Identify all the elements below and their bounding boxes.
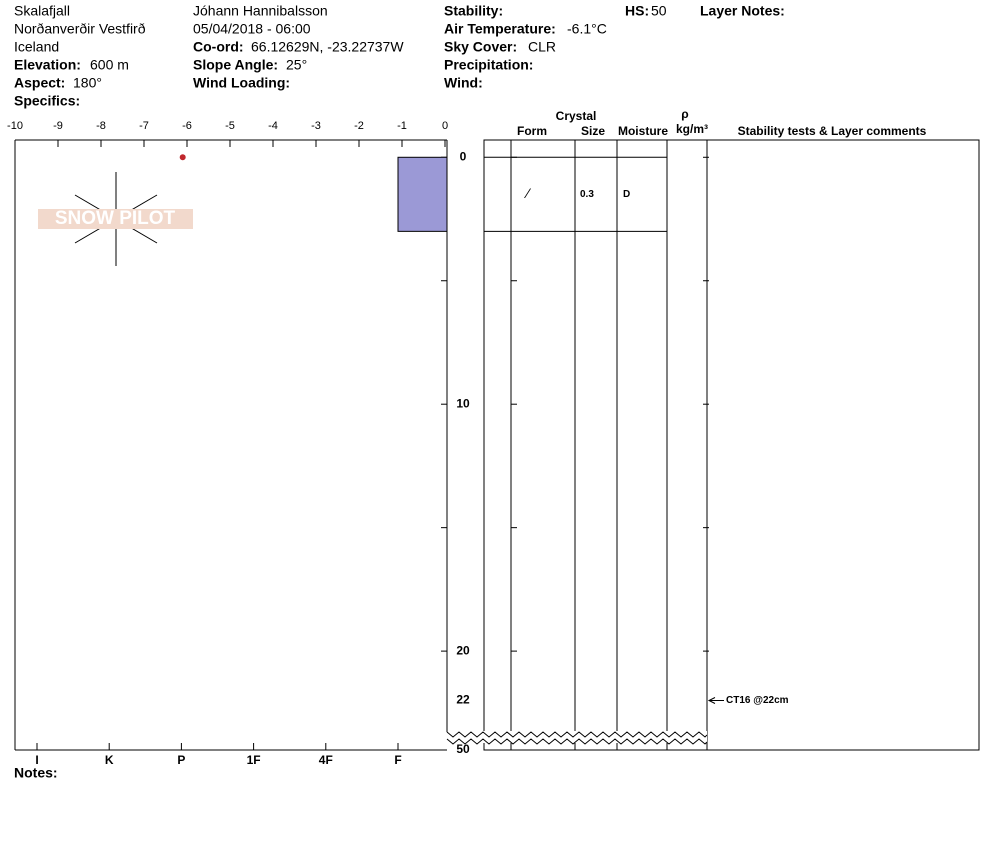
break-line: [446, 738, 708, 745]
air-temp: -6.1°C: [567, 21, 607, 37]
label: Co-ord:: [193, 39, 244, 55]
label: Layer Notes:: [700, 3, 785, 19]
x-tick-label: -4: [268, 120, 278, 132]
label: Stability:: [444, 3, 503, 19]
grain-size: 0.3: [580, 189, 594, 200]
coord: 66.12629N, -23.22737W: [251, 39, 404, 55]
test-depth: 22: [456, 693, 470, 707]
x-tick-label: -2: [354, 120, 364, 132]
break-bg: [448, 731, 707, 743]
col-header: Moisture: [618, 124, 668, 138]
col-header: ρ: [681, 107, 688, 121]
logo-band: [38, 209, 193, 229]
hardness-label: P: [177, 753, 185, 767]
x-tick-label: -7: [139, 120, 149, 132]
grain-form: ⁄: [524, 185, 532, 201]
label: Elevation:: [14, 57, 81, 73]
hardness-label: K: [105, 753, 114, 767]
label: Precipitation:: [444, 57, 533, 73]
label: Air Temperature:: [444, 21, 556, 37]
x-tick-label: -1: [397, 120, 407, 132]
x-tick-label: -8: [96, 120, 106, 132]
hardness-label: 1F: [247, 753, 261, 767]
x-tick-label: -9: [53, 120, 63, 132]
logo-text: SNOW PILOT: [55, 208, 176, 229]
test-arrowhead: [707, 697, 716, 704]
x-tick-label: -5: [225, 120, 235, 132]
location: Skalafjall: [14, 3, 70, 19]
hs: 50: [651, 3, 667, 19]
col-header: kg/m³: [676, 122, 708, 136]
label: Specifics:: [14, 93, 80, 109]
label: Aspect:: [14, 75, 65, 91]
layer-bar: [397, 156, 448, 232]
hardness-label: 4F: [319, 753, 333, 767]
label: Notes:: [14, 765, 58, 781]
elevation: 600 m: [90, 57, 129, 73]
x-tick-label: 0: [442, 120, 448, 132]
x-tick-label: -3: [311, 120, 321, 132]
x-tick-label: -10: [7, 120, 23, 132]
test-label: CT16 @22cm: [726, 695, 789, 706]
observer: Jóhann Hannibalsson: [193, 3, 328, 19]
y-tick-label: 20: [456, 643, 470, 657]
col-header: Form: [517, 124, 547, 138]
country: Iceland: [14, 39, 59, 55]
hardness-label: F: [394, 753, 401, 767]
hardness-label: I: [35, 753, 38, 767]
break-line: [446, 731, 708, 738]
label: Wind Loading:: [193, 75, 290, 91]
datetime: 05/04/2018 - 06:00: [193, 21, 311, 37]
temperature-point: [179, 154, 186, 161]
x-tick-label: -6: [182, 120, 192, 132]
logo: SNOW PILOT: [38, 172, 193, 266]
label: Slope Angle:: [193, 57, 278, 73]
col-header: Stability tests & Layer comments: [738, 124, 927, 138]
label: HS:: [625, 3, 649, 19]
label: Wind:: [444, 75, 483, 91]
moisture: D: [623, 189, 630, 200]
col-header: Size: [581, 124, 605, 138]
sky: CLR: [528, 39, 556, 55]
aspect: 180°: [73, 75, 102, 91]
region: Norðanverðir Vestfirð: [14, 21, 146, 37]
slope: 25°: [286, 57, 307, 73]
hs-depth: 50: [456, 742, 470, 756]
col-header: Crystal: [556, 109, 597, 123]
y-tick-label: 10: [456, 396, 470, 410]
table-frame: [483, 139, 980, 751]
label: Sky Cover:: [444, 39, 517, 55]
y-tick-label: 0: [460, 149, 467, 163]
